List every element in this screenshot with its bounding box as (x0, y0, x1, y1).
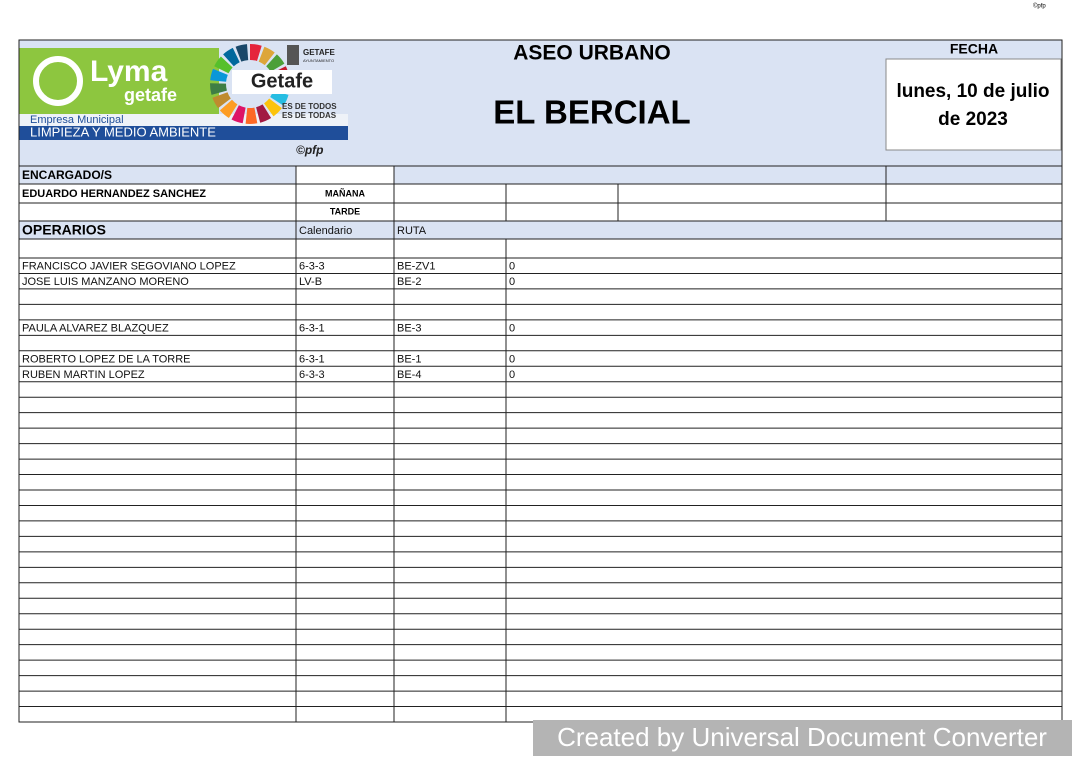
logo-city-bg (232, 70, 332, 94)
worker-route: BE-ZV1 (397, 261, 436, 273)
logo-slogan: ES DE TODOS (282, 102, 337, 111)
logo-crest (287, 45, 299, 65)
date-line: lunes, 10 de julio (896, 81, 1049, 102)
worker-route: BE-1 (397, 353, 421, 365)
shift: MAÑANA (325, 188, 365, 198)
wheel-segment (258, 46, 275, 66)
wheel-segment (250, 43, 262, 61)
top-mark: ©pfp (1033, 3, 1046, 10)
band (886, 166, 1062, 184)
wheel-segment (209, 83, 227, 95)
grid (18, 39, 1063, 723)
logo-council: GETAFE (303, 48, 336, 57)
logo-company: Empresa Municipal (30, 114, 124, 126)
worker-route: BE-4 (397, 369, 421, 381)
wheel-segment (270, 90, 289, 106)
logo-slogan: ES DE TODAS (282, 111, 337, 120)
wheel-segment (235, 44, 249, 62)
band (394, 166, 886, 184)
worker-name: ROBERTO LOPEZ DE LA TORRE (22, 353, 191, 365)
column-header: RUTA (397, 225, 427, 237)
worker-name: RUBEN MARTIN LOPEZ (22, 369, 145, 381)
date-box (885, 58, 1062, 151)
date-label: FECHA (950, 41, 998, 57)
worker-calendar: 6-3-1 (299, 353, 325, 365)
logo-wheel (209, 43, 290, 125)
logo-bar (19, 126, 348, 140)
subtitle: EL BERCIAL (493, 94, 690, 131)
wheel-segment (264, 98, 282, 117)
wheel-segment (266, 54, 285, 72)
supervisors-label: ENCARGADO/S (22, 168, 112, 182)
wheel-segment (210, 68, 228, 82)
band (19, 221, 1062, 239)
logo-swirl (33, 56, 83, 106)
wheel-segment (223, 47, 240, 67)
wheel-segment (219, 99, 238, 118)
worker-value: 0 (509, 276, 515, 288)
logo-department: LIMPIEZA Y MEDIO AMBIENTE (30, 124, 216, 139)
worker-calendar: 6-3-3 (299, 369, 325, 381)
date-line: de 2023 (938, 109, 1008, 130)
wheel-segment (212, 92, 231, 109)
worker-value: 0 (509, 369, 515, 381)
logo-brand-sub: getafe (124, 85, 177, 105)
worker-name: PAULA ALVAREZ BLAZQUEZ (22, 323, 169, 335)
title: ASEO URBANO (513, 42, 671, 65)
worker-calendar: 6-3-1 (299, 323, 325, 335)
wheel-segment (256, 104, 272, 123)
band (19, 166, 296, 184)
logo-council-sub: AYUNTAMIENTO (303, 58, 334, 63)
wheel-segment (214, 56, 233, 74)
logo-brand: Lyma (90, 55, 168, 88)
shift: TARDE (330, 206, 360, 216)
wheel-segment (245, 107, 258, 125)
worker-route: BE-2 (397, 276, 421, 288)
worker-calendar: 6-3-3 (299, 261, 325, 273)
worker-value: 0 (509, 261, 515, 273)
footer-bg (533, 720, 1072, 756)
worker-calendar: LV-B (299, 276, 322, 288)
logo-city: Getafe (251, 70, 313, 92)
wheel-segment (231, 105, 246, 124)
logo-copyright: ©pfp (296, 143, 324, 157)
worker-value: 0 (509, 353, 515, 365)
worker-name: JOSE LUIS MANZANO MORENO (22, 276, 189, 288)
supervisor-name: EDUARDO HERNANDEZ SANCHEZ (22, 188, 206, 200)
worker-route: BE-3 (397, 323, 421, 335)
column-header: Calendario (299, 225, 352, 237)
workers-label: OPERARIOS (22, 222, 106, 238)
worker-value: 0 (509, 323, 515, 335)
footer: Created by Universal Document Converter (557, 722, 1047, 752)
worker-name: FRANCISCO JAVIER SEGOVIANO LOPEZ (22, 261, 236, 273)
